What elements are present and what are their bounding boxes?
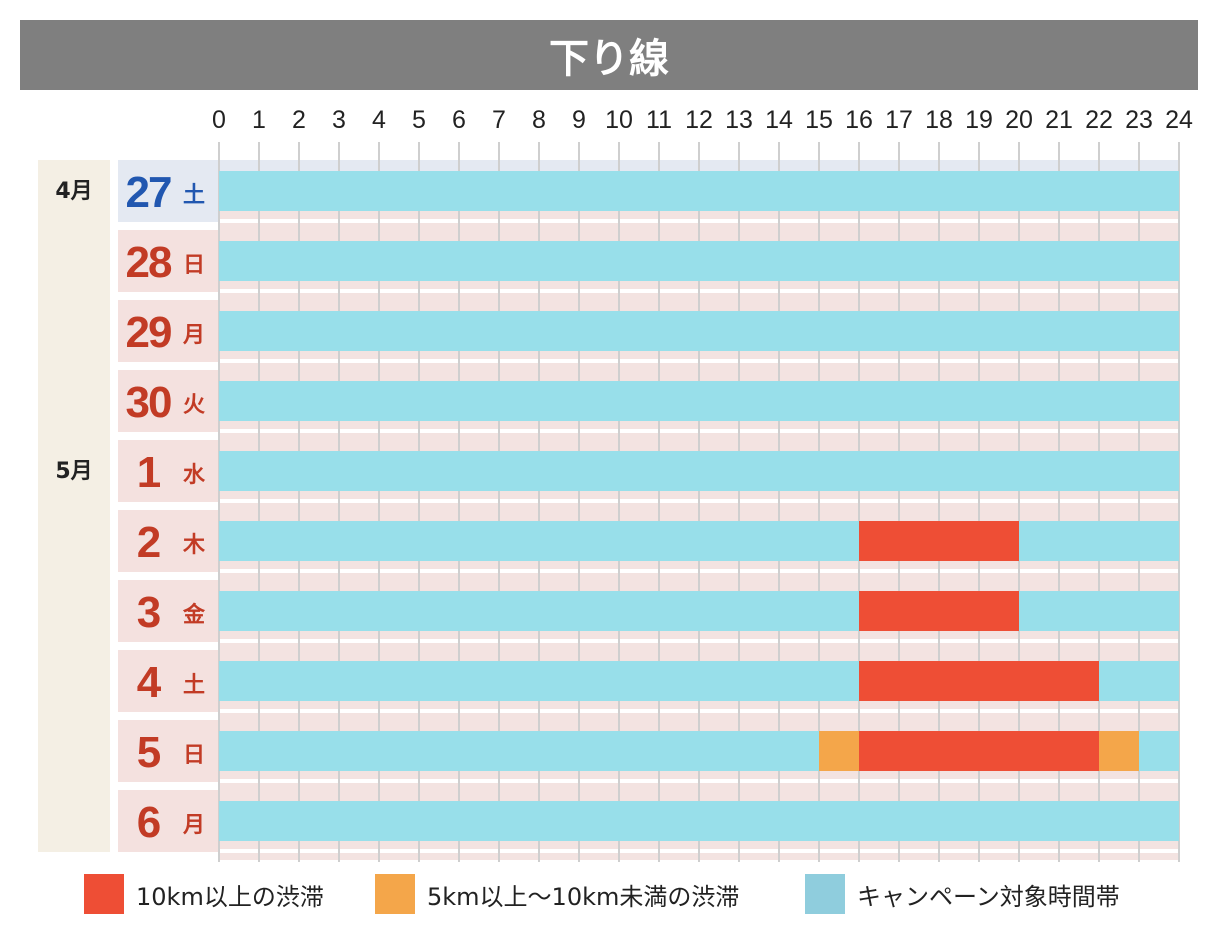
date-cell-1 — [118, 440, 218, 502]
date-cell-29 — [118, 300, 218, 362]
legend-item-campaign: キャンペーン対象時間帯 — [805, 874, 1120, 914]
hour-label-1: 1 — [252, 106, 266, 134]
legend-label-heavy: 10km以上の渋滞 — [136, 882, 324, 911]
hour-axis-labels: 0 1 2 3 4 5 6 7 8 9 10 11 12 13 14 15 16 17 18 19 20 21 22 23 24 — [212, 106, 1193, 134]
hour-label-17: 17 — [885, 106, 913, 134]
hour-label-22: 22 — [1085, 106, 1113, 134]
month-column — [38, 160, 110, 852]
weekday-label: 土 — [183, 673, 205, 698]
hour-label-4: 4 — [372, 106, 386, 134]
month-label: 5月 — [55, 459, 92, 484]
hour-label-15: 15 — [805, 106, 833, 134]
hour-label-9: 9 — [572, 106, 586, 134]
day-number: 1 — [137, 448, 161, 497]
date-cell-6 — [118, 790, 218, 852]
weekday-label: 木 — [182, 533, 206, 558]
hour-label-24: 24 — [1165, 106, 1193, 134]
date-cell-3 — [118, 580, 218, 642]
time-segments — [219, 171, 1179, 841]
date-cell-27 — [118, 160, 218, 222]
legend-label-campaign: キャンペーン対象時間帯 — [857, 882, 1120, 911]
segment-3-campaign-2 — [1019, 591, 1179, 631]
weekday-label: 土 — [183, 183, 205, 208]
segment-1-campaign-0 — [219, 451, 1179, 491]
date-cell-30 — [118, 370, 218, 432]
segment-2-campaign-0 — [219, 521, 859, 561]
legend-swatch-moderate — [375, 874, 415, 914]
segment-5-heavy-2 — [859, 731, 1099, 771]
hour-label-16: 16 — [845, 106, 873, 134]
segment-28-campaign-0 — [219, 241, 1179, 281]
segment-27-campaign-0 — [219, 171, 1179, 211]
hour-label-19: 19 — [965, 106, 993, 134]
date-cell-5 — [118, 720, 218, 782]
hour-label-7: 7 — [492, 106, 506, 134]
segment-3-heavy-1 — [859, 591, 1019, 631]
weekday-label: 水 — [183, 463, 206, 488]
month-label: 4月 — [55, 179, 92, 204]
segment-5-moderate-1 — [819, 731, 859, 771]
legend-item-heavy: 10km以上の渋滞 — [84, 874, 324, 914]
hour-label-8: 8 — [532, 106, 546, 134]
weekday-label: 火 — [183, 393, 205, 418]
hour-label-23: 23 — [1125, 106, 1153, 134]
hour-label-14: 14 — [765, 106, 793, 134]
weekday-label: 日 — [183, 743, 205, 768]
hour-label-12: 12 — [685, 106, 713, 134]
hour-label-10: 10 — [605, 106, 633, 134]
date-cell-28 — [118, 230, 218, 292]
day-number: 2 — [137, 518, 160, 567]
legend: 10km以上の渋滞 5km以上〜10km未満の渋滞 キャンペーン対象時間帯 — [0, 868, 1218, 920]
legend-item-moderate: 5km以上〜10km未満の渋滞 — [375, 874, 739, 914]
day-number: 6 — [137, 798, 160, 847]
hour-label-20: 20 — [1005, 106, 1033, 134]
traffic-timeline-chart: 0 1 2 3 4 5 6 7 8 9 10 11 12 13 14 15 16 17 18 19 20 21 22 23 24… — [38, 106, 1193, 862]
segment-4-heavy-1 — [859, 661, 1099, 701]
day-number: 27 — [126, 168, 171, 217]
legend-swatch-heavy — [84, 874, 124, 914]
segment-29-campaign-0 — [219, 311, 1179, 351]
segment-4-campaign-0 — [219, 661, 859, 701]
hour-label-21: 21 — [1045, 106, 1073, 134]
legend-label-moderate: 5km以上〜10km未満の渋滞 — [427, 882, 740, 911]
segment-5-moderate-3 — [1099, 731, 1139, 771]
segment-2-heavy-1 — [859, 521, 1019, 561]
hour-label-11: 11 — [646, 106, 672, 134]
legend-swatch-campaign — [805, 874, 845, 914]
day-number: 3 — [137, 588, 160, 637]
weekday-label: 月 — [182, 813, 205, 838]
segment-5-campaign-0 — [219, 731, 819, 771]
day-number: 5 — [137, 728, 161, 777]
hour-label-5: 5 — [412, 106, 426, 134]
chart-title: 下り線 — [20, 20, 1198, 90]
weekday-label: 日 — [183, 253, 205, 278]
hour-label-18: 18 — [925, 106, 953, 134]
day-number: 4 — [137, 658, 162, 707]
hour-label-6: 6 — [452, 106, 466, 134]
day-number: 29 — [126, 308, 171, 357]
day-number: 28 — [126, 238, 172, 287]
hour-label-2: 2 — [292, 106, 306, 134]
date-cell-4 — [118, 650, 218, 712]
date-cell-2 — [118, 510, 218, 572]
hour-label-0: 0 — [212, 106, 226, 134]
segment-4-campaign-2 — [1099, 661, 1179, 701]
segment-5-campaign-4 — [1139, 731, 1179, 771]
segment-2-campaign-2 — [1019, 521, 1179, 561]
weekday-label: 月 — [182, 323, 205, 348]
hour-label-13: 13 — [725, 106, 753, 134]
segment-6-campaign-0 — [219, 801, 1179, 841]
day-number: 30 — [126, 378, 171, 427]
hour-label-3: 3 — [332, 106, 346, 134]
weekday-label: 金 — [182, 602, 206, 628]
segment-3-campaign-0 — [219, 591, 859, 631]
segment-30-campaign-0 — [219, 381, 1179, 421]
